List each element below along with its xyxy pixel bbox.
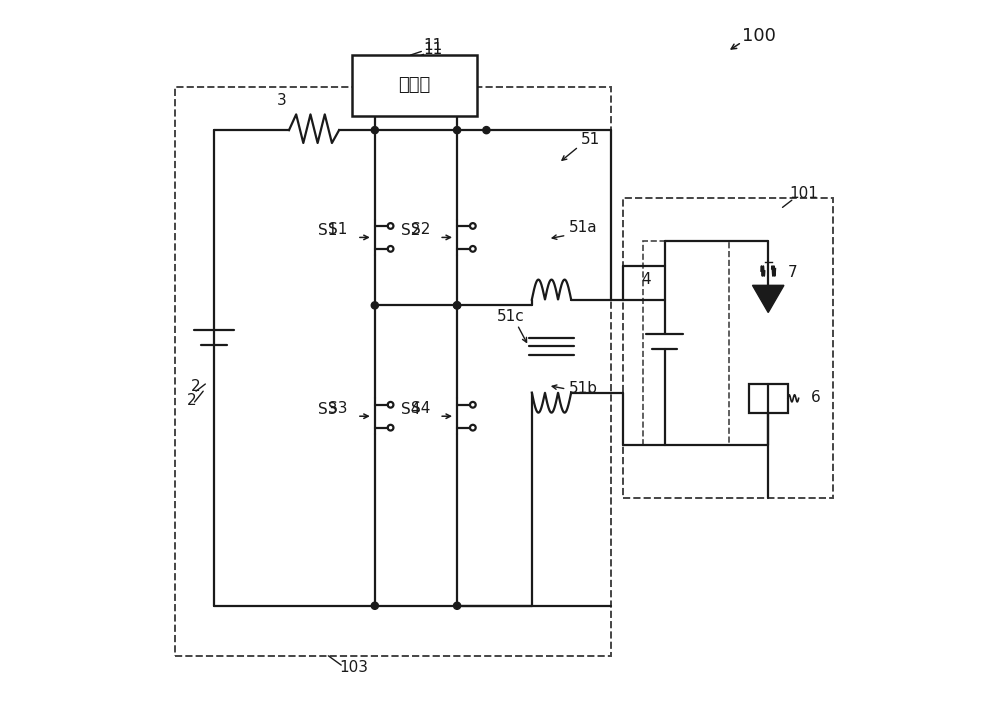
Circle shape — [483, 126, 490, 134]
Text: S2: S2 — [401, 223, 420, 238]
Bar — [623, 198, 833, 498]
Text: 2: 2 — [187, 393, 196, 409]
Polygon shape — [752, 285, 784, 312]
Circle shape — [371, 302, 378, 309]
Text: 4: 4 — [642, 272, 651, 287]
Text: 51c: 51c — [497, 309, 525, 324]
Circle shape — [371, 602, 378, 610]
Text: 51: 51 — [581, 132, 600, 147]
Text: 11: 11 — [423, 42, 443, 57]
Text: 2: 2 — [191, 379, 201, 394]
Circle shape — [454, 126, 461, 134]
Bar — [749, 384, 788, 413]
Text: 3: 3 — [277, 93, 287, 108]
Text: 6: 6 — [811, 390, 821, 405]
Bar — [643, 241, 729, 445]
Text: 11: 11 — [423, 38, 443, 53]
Text: S3: S3 — [328, 401, 348, 416]
Text: S4: S4 — [401, 402, 420, 417]
Text: 51a: 51a — [569, 220, 597, 235]
Bar — [352, 55, 477, 116]
Circle shape — [454, 302, 461, 309]
Circle shape — [454, 602, 461, 610]
Text: 100: 100 — [742, 27, 776, 45]
Circle shape — [454, 302, 461, 309]
Text: S1: S1 — [318, 223, 338, 238]
Text: 101: 101 — [790, 186, 819, 201]
Text: S3: S3 — [318, 402, 338, 417]
Text: 7: 7 — [788, 265, 797, 280]
Text: S2: S2 — [411, 222, 430, 237]
Circle shape — [371, 126, 378, 134]
Text: S1: S1 — [328, 222, 348, 237]
Bar — [175, 87, 611, 656]
Text: 控制部: 控制部 — [398, 76, 430, 95]
Text: 51b: 51b — [569, 381, 598, 396]
Text: S4: S4 — [411, 401, 430, 416]
Text: 103: 103 — [339, 660, 368, 674]
